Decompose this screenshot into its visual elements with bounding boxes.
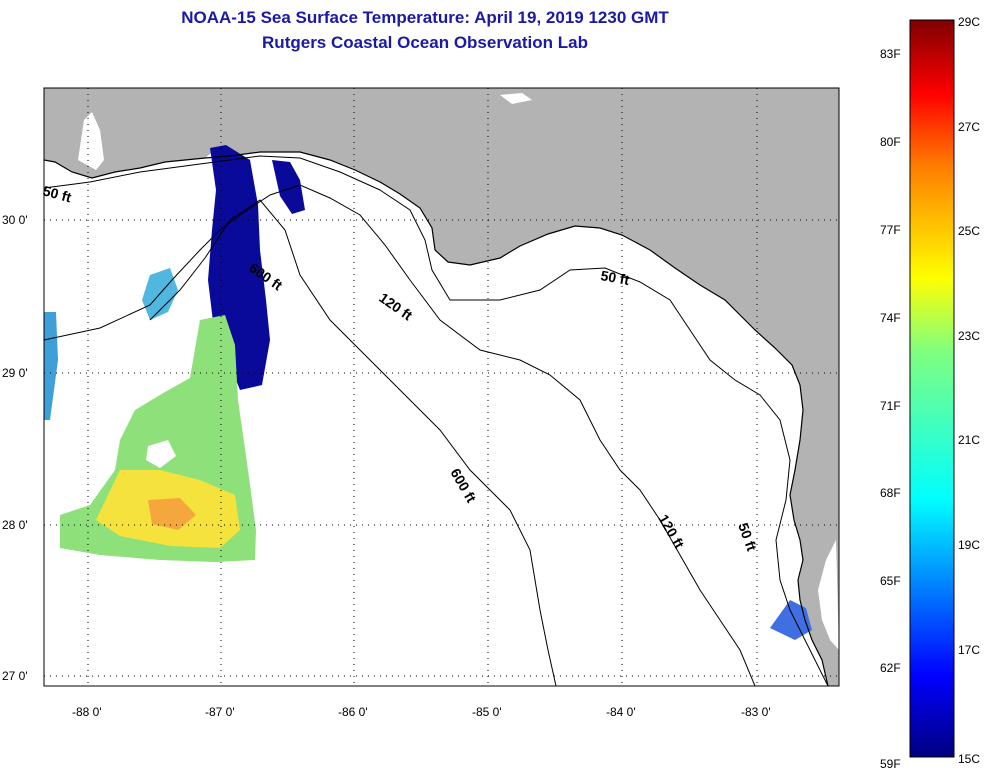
contour-120ft [44, 184, 756, 686]
lon-label: -88 0' [72, 705, 102, 719]
fahrenheit-label: 71F [880, 399, 901, 413]
colorbar-gradient [909, 19, 955, 758]
land-area [44, 88, 839, 686]
fahrenheit-label: 74F [880, 311, 901, 325]
celsius-label: 19C [958, 538, 980, 552]
celsius-label: 17C [958, 643, 980, 657]
graticule [44, 88, 839, 686]
celsius-label: 21C [958, 433, 980, 447]
bay [500, 93, 532, 104]
contour-50ft-west [44, 155, 829, 686]
depth-label: 50 ft [41, 182, 73, 205]
fahrenheit-label: 62F [880, 661, 901, 675]
lon-label: -87 0' [205, 705, 235, 719]
celsius-label: 27C [958, 120, 980, 134]
fahrenheit-label: 68F [880, 486, 901, 500]
lat-label: 30 0' [2, 213, 28, 227]
fahrenheit-label: 83F [880, 47, 901, 61]
map-subtitle: Rutgers Coastal Ocean Observation Lab [262, 33, 588, 52]
lon-label: -83 0' [741, 705, 771, 719]
celsius-label: 25C [958, 224, 980, 238]
bay [818, 540, 839, 650]
sst-cold-patch [272, 160, 305, 214]
sst-warmest-patch [148, 498, 196, 530]
lat-label: 29 0' [2, 366, 28, 380]
bay [78, 112, 104, 170]
fahrenheit-label: 80F [880, 135, 901, 149]
fahrenheit-label: 77F [880, 223, 901, 237]
contour-600ft [149, 199, 557, 686]
sst-cloud-gap [146, 440, 176, 468]
lat-label: 27 0' [2, 669, 28, 683]
fahrenheit-label: 65F [880, 574, 901, 588]
coastline [44, 151, 829, 686]
map-title: NOAA-15 Sea Surface Temperature: April 1… [181, 8, 669, 27]
fahrenheit-label: 59F [880, 757, 901, 770]
celsius-label: 23C [958, 329, 980, 343]
celsius-label: 15C [958, 752, 980, 766]
lon-label: -84 0' [606, 705, 636, 719]
lat-label: 28 0' [2, 518, 28, 532]
map-frame [43, 87, 840, 687]
celsius-label: 29C [958, 15, 980, 29]
sst-southeast-patch [770, 600, 812, 640]
lon-label: -85 0' [472, 705, 502, 719]
depth-label: 50 ft [599, 267, 630, 288]
lon-label: -86 0' [338, 705, 368, 719]
